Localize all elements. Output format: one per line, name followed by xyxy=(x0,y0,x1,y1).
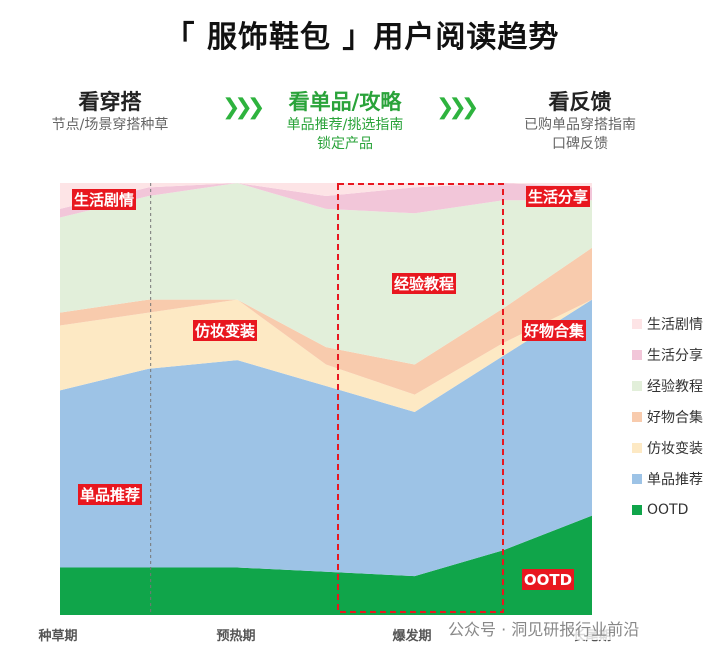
phase-3-line-1: 已购单品穿搭指南 xyxy=(524,117,636,133)
legend-swatch xyxy=(632,473,642,484)
legend-item: 仿妆变装 xyxy=(632,432,703,463)
svg-text:仿妆变装: 仿妆变装 xyxy=(195,322,256,340)
area-经验教程 xyxy=(60,183,592,365)
phase-2-line-1: 单品推荐/挑选指南 xyxy=(286,117,404,133)
svg-text:好物合集: 好物合集 xyxy=(523,322,585,340)
legend-swatch xyxy=(632,380,642,391)
phase-3-line-2: 口碑反馈 xyxy=(552,136,608,152)
legend-item: 单品推荐 xyxy=(632,463,703,494)
annotation-生活分享: 生活分享 xyxy=(526,186,590,207)
svg-text:OOTD: OOTD xyxy=(524,571,572,589)
legend-swatch xyxy=(632,411,642,422)
annotation-OOTD: OOTD xyxy=(522,569,574,590)
phase-1-title: 看穿搭 xyxy=(78,90,142,114)
x-tick-label: 种草期 xyxy=(38,629,78,644)
phase-1: 看穿搭 节点/场景穿搭种草 xyxy=(35,88,185,135)
watermark: 公众号 · 洞见研报行业前沿 xyxy=(446,616,642,640)
area-生活分享 xyxy=(60,183,592,218)
legend-label: OOTD xyxy=(647,501,689,518)
legend-swatch xyxy=(632,504,642,515)
legend-label: 经验教程 xyxy=(647,378,703,395)
svg-text:生活分享: 生活分享 xyxy=(528,188,588,206)
legend-label: 单品推荐 xyxy=(647,471,703,488)
annotation-好物合集: 好物合集 xyxy=(522,320,586,341)
legend-swatch xyxy=(632,442,642,453)
legend-item: 生活剧情 xyxy=(632,308,703,339)
phase-1-line-1: 节点/场景穿搭种草 xyxy=(51,117,169,133)
svg-text:生活剧情: 生活剧情 xyxy=(74,191,134,209)
area-好物合集 xyxy=(60,247,592,395)
area-单品推荐 xyxy=(60,299,592,577)
legend-label: 生活分享 xyxy=(647,347,703,364)
annotation-经验教程: 经验教程 xyxy=(392,273,456,294)
legend-label: 仿妆变装 xyxy=(647,440,703,457)
annotation-仿妆变装: 仿妆变装 xyxy=(193,320,257,341)
legend-swatch xyxy=(632,318,642,329)
legend-label: 好物合集 xyxy=(647,409,703,426)
annotation-生活剧情: 生活剧情 xyxy=(72,189,136,210)
page-title: 「 服饰鞋包 」用户阅读趋势 xyxy=(164,20,560,55)
annotation-单品推荐: 单品推荐 xyxy=(78,484,142,505)
highlight-box xyxy=(337,183,504,613)
area-生活剧情 xyxy=(60,183,592,209)
arrow-2: ❯❯❯ xyxy=(436,95,479,120)
legend-swatch xyxy=(632,349,642,360)
svg-text:经验教程: 经验教程 xyxy=(394,275,454,293)
phase-3: 看反馈 已购单品穿搭指南 口碑反馈 xyxy=(505,88,655,154)
phase-2-title: 看单品/攻略 xyxy=(288,90,402,114)
phase-2-line-2: 锁定产品 xyxy=(317,136,373,152)
x-tick-label: 预热期 xyxy=(216,629,256,644)
legend-label: 生活剧情 xyxy=(647,316,703,333)
legend-item: 生活分享 xyxy=(632,339,703,370)
legend-item: 经验教程 xyxy=(632,370,703,401)
chart-legend: 生活剧情生活分享经验教程好物合集仿妆变装单品推荐 OOTD xyxy=(632,308,703,525)
legend-item: 好物合集 xyxy=(632,401,703,432)
area-OOTD xyxy=(60,515,592,615)
phase-3-title: 看反馈 xyxy=(548,90,612,114)
phase-2: 看单品/攻略 单品推荐/挑选指南 锁定产品 xyxy=(265,88,425,154)
arrow-1: ❯❯❯ xyxy=(222,95,265,120)
legend-item: OOTD xyxy=(632,494,703,525)
x-tick-label: 爆发期 xyxy=(392,629,432,644)
svg-text:单品推荐: 单品推荐 xyxy=(80,486,140,504)
